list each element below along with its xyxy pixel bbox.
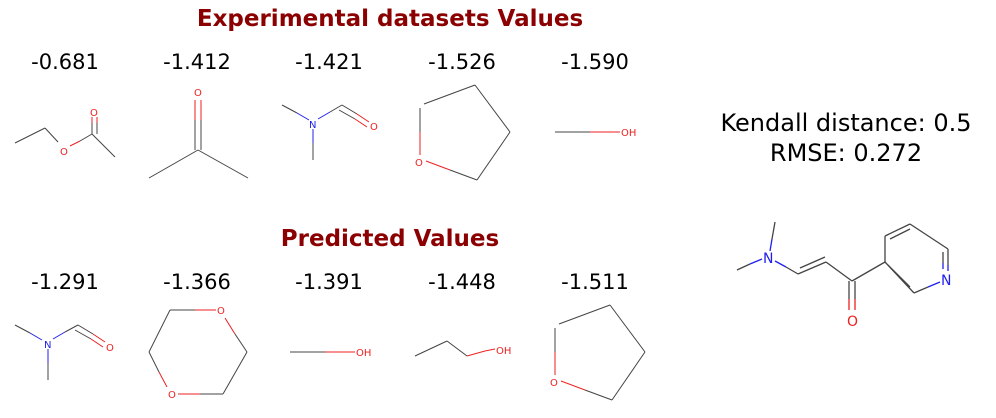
atom-nitrogen: N <box>763 251 773 267</box>
experimental-value-4: -1.526 <box>428 50 496 74</box>
predicted-value-5: -1.511 <box>561 270 629 294</box>
atom-hydroxyl: OH <box>621 128 636 139</box>
atom-oxygen: O <box>550 378 558 389</box>
atom-hydroxyl: OH <box>496 346 511 357</box>
atom-hydroxyl: OH <box>356 348 371 359</box>
molecule-query-enaminone: N O N <box>736 221 951 330</box>
molecule-acetone: O <box>148 88 249 179</box>
molecule-ethyl-acetate: O O <box>14 108 116 158</box>
atom-oxygen: O <box>194 88 202 99</box>
molecule-dimethylformamide: N O <box>14 324 114 380</box>
atom-oxygen: O <box>217 306 225 317</box>
experimental-value-2: -1.412 <box>163 50 231 74</box>
atom-oxygen: O <box>90 108 98 119</box>
atom-oxygen: O <box>370 122 378 133</box>
atom-oxygen: O <box>60 147 68 158</box>
molecule-tetrahydrofuran: O <box>415 84 511 181</box>
predicted-value-2: -1.366 <box>163 270 231 294</box>
rmse: RMSE: 0.272 <box>769 139 923 167</box>
atom-oxygen: O <box>106 343 114 354</box>
metrics-panel: Kendall distance: 0.5 RMSE: 0.272 <box>696 108 996 168</box>
experimental-value-1: -0.681 <box>31 50 99 74</box>
predicted-value-1: -1.291 <box>31 270 99 294</box>
molecule-dioxane: O O <box>148 306 248 401</box>
molecule-dimethylformamide: N O <box>281 104 378 160</box>
atom-nitrogen: N <box>44 340 51 351</box>
molecule-tetrahydrofuran: O <box>550 304 646 401</box>
predicted-value-4: -1.448 <box>428 270 496 294</box>
atom-oxygen: O <box>415 158 423 169</box>
predicted-title: Predicted Values <box>280 226 500 252</box>
molecule-methanol: OH <box>290 348 371 359</box>
kendall-distance: Kendall distance: 0.5 <box>720 109 972 137</box>
experimental-title: Experimental datasets Values <box>196 6 584 32</box>
experimental-value-5: -1.590 <box>561 50 629 74</box>
atom-nitrogen: N <box>941 273 951 289</box>
experimental-value-3: -1.421 <box>295 50 363 74</box>
atom-oxygen: O <box>168 390 176 401</box>
atom-oxygen: O <box>847 314 858 330</box>
atom-nitrogen: N <box>309 120 316 131</box>
molecule-methanol: OH <box>555 128 636 139</box>
predicted-value-3: -1.391 <box>295 270 363 294</box>
molecule-ethanol: OH <box>414 340 511 357</box>
